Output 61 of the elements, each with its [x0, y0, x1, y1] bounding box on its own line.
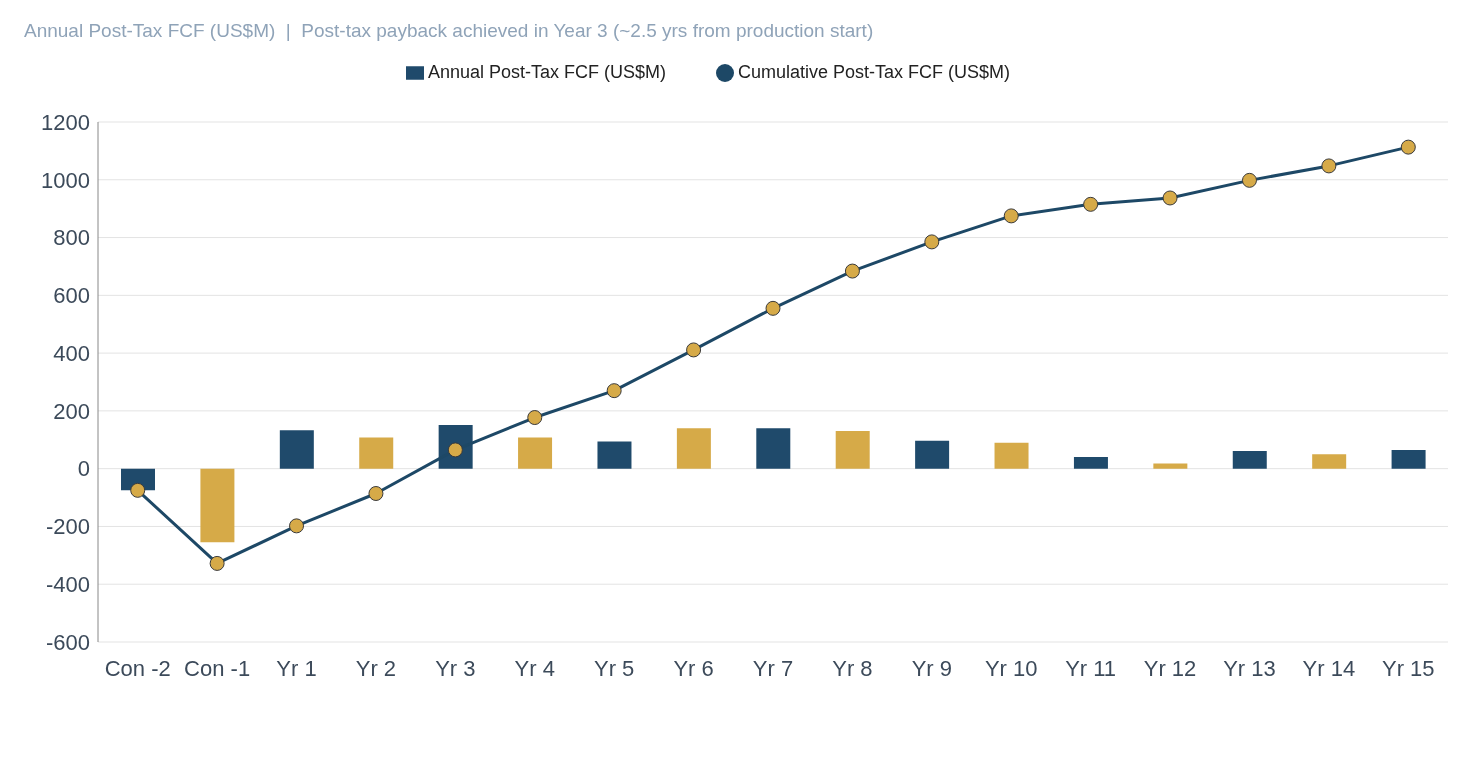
point — [1241, 172, 1257, 188]
point — [209, 555, 225, 571]
x-tick-label: Yr 12 — [1143, 655, 1197, 681]
point — [289, 518, 305, 534]
bar — [1391, 449, 1426, 469]
chart-title: Annual Post-Tax FCF (US$M) | Post-tax payback achieved in Year 3 (~2.5 yrs from production start) — [24, 20, 875, 42]
bar — [835, 431, 870, 469]
point — [686, 342, 702, 358]
x-tick-label: Yr 1 — [276, 655, 317, 681]
legend-label: Annual Post-Tax FCF (US$M) — [427, 62, 666, 82]
point — [765, 300, 781, 316]
bar — [518, 437, 553, 469]
x-tick-label: Yr 8 — [832, 655, 873, 681]
y-tick-label: 1000 — [41, 167, 90, 193]
x-tick-label: Yr 5 — [594, 655, 635, 681]
bar — [1153, 463, 1188, 469]
x-tick-label: Yr 10 — [984, 655, 1038, 681]
x-tick-label: Yr 14 — [1302, 655, 1356, 681]
x-tick-label: Con -2 — [104, 655, 171, 681]
x-tick-label: Yr 11 — [1065, 655, 1117, 681]
point — [606, 383, 622, 399]
bar — [200, 468, 235, 543]
point — [1162, 190, 1178, 206]
y-tick-label: 200 — [53, 398, 90, 424]
point — [1003, 208, 1019, 224]
y-tick-label: -600 — [45, 629, 90, 655]
y-tick-label: 600 — [53, 283, 90, 309]
y-tick-label: -200 — [45, 514, 90, 540]
bar — [676, 428, 711, 469]
point — [924, 234, 940, 250]
point — [527, 410, 543, 426]
y-tick-label: -400 — [45, 572, 90, 598]
x-tick-label: Yr 4 — [514, 655, 555, 681]
point — [844, 263, 860, 279]
point — [368, 486, 384, 502]
point — [130, 482, 146, 498]
x-tick-label: Yr 15 — [1382, 655, 1435, 681]
bar — [359, 437, 394, 469]
x-tick-label: Yr 6 — [673, 655, 714, 681]
y-tick-label: 800 — [53, 225, 90, 251]
x-tick-label: Yr 9 — [911, 655, 952, 681]
x-tick-label: Yr 13 — [1223, 655, 1276, 681]
bar — [1312, 454, 1347, 469]
x-tick-label: Yr 7 — [752, 655, 794, 681]
bar — [915, 440, 950, 469]
point — [1321, 158, 1337, 174]
y-tick-label: 1200 — [41, 109, 90, 135]
bar — [756, 428, 791, 469]
bar — [994, 442, 1029, 469]
y-tick-label: 400 — [53, 340, 90, 366]
bar — [1232, 451, 1267, 469]
y-tick-label: 0 — [77, 456, 90, 482]
bar — [279, 430, 314, 469]
legend-label: Cumulative Post-Tax FCF (US$M) — [738, 62, 1011, 82]
bar — [1073, 457, 1108, 469]
x-tick-label: Yr 3 — [435, 655, 476, 681]
bar — [597, 441, 632, 469]
x-tick-label: Con -1 — [184, 655, 251, 681]
x-tick-label: Yr 2 — [355, 655, 397, 681]
point — [1400, 139, 1416, 155]
point — [1083, 196, 1099, 212]
